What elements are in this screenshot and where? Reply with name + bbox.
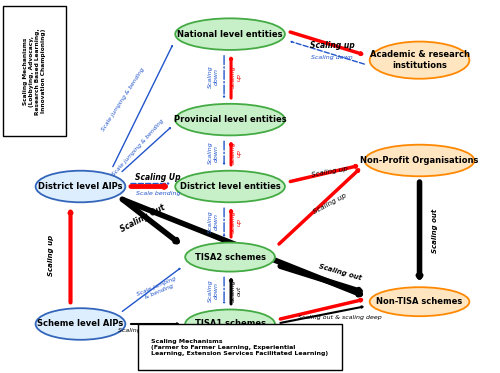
- FancyBboxPatch shape: [138, 324, 342, 370]
- Text: District level entities: District level entities: [180, 182, 280, 191]
- Ellipse shape: [175, 104, 285, 135]
- Text: Scaling up: Scaling up: [312, 192, 348, 214]
- Text: Scaling out: Scaling out: [432, 209, 438, 253]
- Text: Scaling up: Scaling up: [311, 166, 348, 178]
- Text: Scale jumping
& bending: Scale jumping & bending: [136, 276, 179, 302]
- Text: National level entities: National level entities: [178, 29, 283, 39]
- Text: Academic & research
institutions: Academic & research institutions: [370, 50, 470, 70]
- Text: Scaling
down: Scaling down: [208, 210, 219, 233]
- Text: Provincial level entities: Provincial level entities: [174, 115, 286, 124]
- Text: Scheme level AIPs: Scheme level AIPs: [38, 320, 124, 329]
- Text: Scaling
up: Scaling up: [231, 142, 242, 164]
- Text: TISA2 schemes: TISA2 schemes: [194, 253, 266, 261]
- Ellipse shape: [36, 308, 126, 340]
- Text: Scaling up: Scaling up: [310, 41, 354, 50]
- Text: Scaling
up: Scaling up: [231, 66, 242, 88]
- Text: Scale jumping & bending: Scale jumping & bending: [100, 66, 145, 132]
- Ellipse shape: [175, 171, 285, 202]
- Text: TISA1 schemes: TISA1 schemes: [194, 320, 266, 329]
- Text: Non-TISA schemes: Non-TISA schemes: [376, 297, 462, 306]
- Text: Scaling out & scaling deep: Scaling out & scaling deep: [118, 328, 202, 333]
- Text: Scaling Mechanisms
(Farmer to Farmer Learning, Experiential
Learning, Extension : Scaling Mechanisms (Farmer to Farmer Lea…: [152, 339, 328, 355]
- Ellipse shape: [364, 145, 474, 176]
- Text: Scaling Mechanisms
(Lobbying, Advocacy,
Research Based Learning,
Innovation Cham: Scaling Mechanisms (Lobbying, Advocacy, …: [23, 28, 46, 115]
- Ellipse shape: [36, 171, 126, 202]
- Text: Scaling
out: Scaling out: [231, 279, 242, 302]
- Ellipse shape: [175, 18, 285, 50]
- Ellipse shape: [185, 242, 275, 272]
- Text: Scale jumping & bending: Scale jumping & bending: [111, 118, 164, 177]
- Text: Scaling
down: Scaling down: [208, 142, 219, 164]
- Text: Scaling Out: Scaling Out: [119, 203, 166, 233]
- Text: Scaling
up: Scaling up: [231, 210, 242, 233]
- Text: District level AIPs: District level AIPs: [38, 182, 122, 191]
- Ellipse shape: [370, 287, 470, 316]
- Ellipse shape: [370, 41, 470, 79]
- Text: Scaling Up: Scaling Up: [135, 173, 180, 182]
- FancyBboxPatch shape: [3, 6, 66, 137]
- Text: Scale bending: Scale bending: [136, 191, 180, 196]
- Text: Scaling up: Scaling up: [48, 235, 54, 276]
- Text: Scaling
down: Scaling down: [208, 66, 219, 88]
- Text: Non-Profit Organisations: Non-Profit Organisations: [360, 156, 478, 165]
- Text: Scaling out: Scaling out: [318, 263, 362, 281]
- Text: Scaling out & scaling deep: Scaling out & scaling deep: [298, 315, 382, 320]
- Text: Scaling down: Scaling down: [312, 55, 353, 60]
- Ellipse shape: [185, 310, 275, 338]
- Text: Scaling
down: Scaling down: [208, 279, 219, 302]
